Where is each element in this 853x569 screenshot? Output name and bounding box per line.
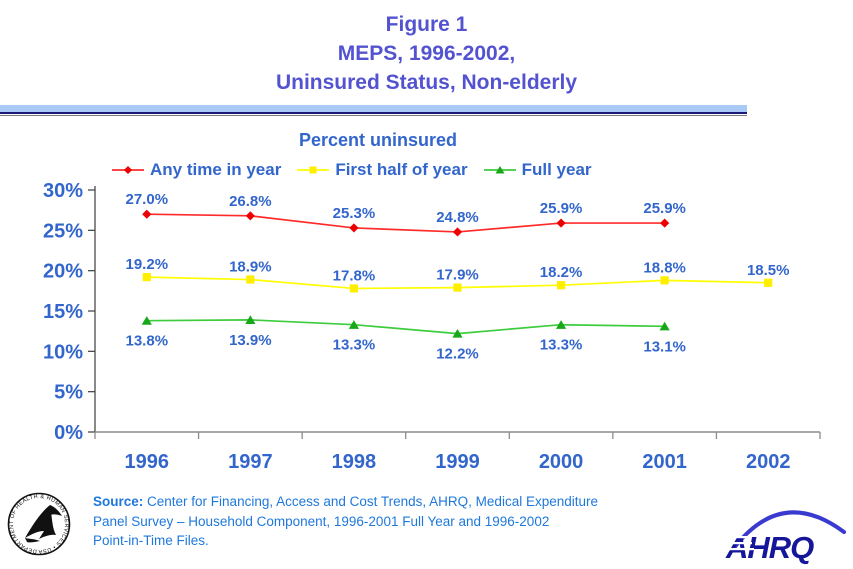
x-tick-label: 2002 — [746, 451, 791, 473]
legend-square-marker-icon — [297, 166, 330, 174]
data-label: 18.9% — [229, 259, 272, 276]
data-label: 18.5% — [747, 262, 790, 279]
data-label: 27.0% — [126, 191, 169, 208]
y-tick-label: 20% — [43, 261, 83, 283]
ahrq-arc — [732, 510, 846, 550]
x-tick-label: 1998 — [332, 451, 377, 473]
square-marker-icon — [349, 284, 359, 293]
hhs-eagle-icon — [25, 505, 62, 543]
figure-title: Figure 1 MEPS, 1996-2002, Uninsured Stat… — [0, 10, 853, 97]
series-any-time-in-year: 27.0% 26.8% 25.3% 24.8% 25.9% 25.9% — [126, 191, 686, 237]
x-tick-label: 2000 — [539, 451, 584, 473]
diamond-marker-icon — [556, 218, 566, 228]
source-line-3: Point-in-Time Files. — [93, 533, 209, 548]
square-marker-icon — [246, 275, 255, 284]
source-line-2: Panel Survey – Household Component, 1996… — [93, 513, 550, 529]
diamond-marker-icon — [245, 211, 255, 221]
x-tick-label: 1997 — [228, 451, 273, 473]
x-tick-label: 1996 — [125, 451, 170, 473]
triangle-marker-icon — [245, 315, 256, 324]
triangle-marker-icon — [141, 316, 152, 325]
legend-item-any-time-in-year: Any time in year — [112, 160, 281, 180]
diamond-marker-icon — [349, 223, 359, 233]
data-label: 13.8% — [126, 333, 169, 350]
series-full-year: 13.8% 13.9% 13.3% 12.2% 13.3% 13.1% — [126, 315, 686, 363]
triangle-marker-icon — [659, 321, 670, 331]
x-tick-label: 1999 — [435, 451, 480, 473]
diamond-marker-icon — [452, 227, 463, 237]
diamond-marker-icon — [660, 218, 670, 228]
diamond-marker-icon — [142, 209, 152, 219]
title-line-2: MEPS, 1996-2002, — [337, 42, 516, 65]
data-label: 25.3% — [333, 205, 376, 222]
hhs-seal-logo: DEPARTMENT OF HEALTH & HUMAN SERVICES • … — [7, 492, 71, 556]
data-label: 13.3% — [540, 337, 583, 354]
legend-diamond-marker-icon — [112, 166, 144, 174]
triangle-marker-icon — [555, 320, 567, 329]
data-label: 25.9% — [540, 200, 583, 217]
data-label: 19.2% — [126, 256, 169, 273]
square-marker-icon — [660, 276, 669, 285]
triangle-marker-icon — [495, 166, 505, 174]
source-label: Source: — [93, 494, 144, 509]
data-label: 17.9% — [436, 267, 479, 284]
data-label: 26.8% — [229, 193, 272, 210]
series-line-any-time-in-year — [146, 213, 665, 233]
data-label: 13.1% — [643, 338, 686, 355]
data-label: 24.8% — [436, 209, 479, 226]
square-marker-icon — [556, 281, 566, 290]
data-label: 12.2% — [436, 346, 479, 363]
hhs-seal-ring — [7, 492, 71, 556]
divider-band — [0, 105, 747, 114]
y-tick-label: 15% — [43, 301, 83, 323]
data-label: 17.8% — [333, 267, 376, 284]
diamond-marker-icon — [124, 166, 132, 174]
square-marker-icon — [453, 283, 462, 292]
data-label: 25.9% — [643, 200, 686, 217]
data-label: 18.8% — [643, 259, 686, 276]
triangle-marker-icon — [452, 328, 463, 338]
y-tick-label: 5% — [54, 382, 83, 404]
data-label: 18.2% — [540, 264, 583, 281]
legend-label: First half of year — [335, 160, 468, 179]
square-marker-icon — [764, 278, 773, 287]
data-label: 13.9% — [229, 332, 272, 349]
legend-item-first-half-of-year: First half of year — [297, 160, 468, 180]
y-tick-label: 25% — [43, 220, 83, 242]
title-line-1: Figure 1 — [385, 13, 468, 36]
ahrq-logo: AHRQ — [725, 510, 846, 565]
legend-label: Full year — [521, 160, 592, 179]
chart-legend: Any time in year First half of year Full y… — [112, 160, 592, 180]
x-tick-label: 2001 — [642, 451, 687, 473]
series-first-half-of-year: 19.2% 18.9% 17.8% 17.9% 18.2% 18.8% 18.5% — [126, 256, 790, 293]
source-line-1: Center for Financing, Access and Cost Tr… — [147, 494, 598, 509]
ahrq-logo-text: AHRQ — [725, 530, 814, 565]
square-marker-icon — [142, 273, 151, 282]
square-marker-icon — [309, 166, 317, 174]
header-divider — [0, 105, 747, 116]
divider-shadow-line — [0, 115, 747, 116]
data-label: 13.3% — [333, 337, 376, 354]
y-tick-label: 30% — [43, 180, 83, 202]
legend-label: Any time in year — [150, 160, 282, 179]
source-note: Source: Center for Financing, Access and… — [93, 492, 738, 551]
y-tick-label: 0% — [54, 422, 83, 444]
series-line-full-year — [146, 319, 665, 335]
title-line-3: Uninsured Status, Non-elderly — [275, 71, 578, 94]
chart-title: Percent uninsured — [298, 130, 458, 150]
triangle-marker-icon — [348, 320, 360, 329]
ahrq-a-stripes — [726, 536, 754, 551]
legend-item-full-year: Full year — [483, 160, 592, 180]
legend-triangle-marker-icon — [483, 166, 516, 174]
y-tick-label: 10% — [43, 341, 83, 363]
